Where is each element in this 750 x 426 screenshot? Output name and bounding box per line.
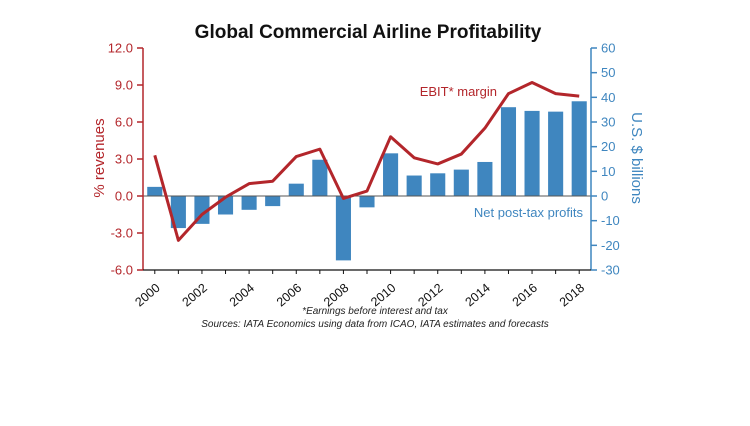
right-tick-label: 60 (601, 41, 615, 56)
bar-2014 (477, 161, 493, 196)
footnote: *Earnings before interest and tax (302, 306, 449, 317)
left-y-axis: 12.0 9.0 6.0 3.0 0.0 -3.0 -6.0 (108, 41, 144, 278)
left-tick-label: 12.0 (108, 41, 133, 56)
net-profits-annotation: Net post-tax profits (474, 205, 584, 220)
bar-2018 (571, 101, 587, 196)
source-note: Sources: IATA Economics using data from … (201, 319, 549, 330)
left-tick-label: 3.0 (115, 152, 133, 167)
bar-2010 (383, 153, 399, 196)
x-tick-label: 2000 (132, 281, 162, 310)
bar-2001 (170, 196, 186, 229)
x-tick-label: 2002 (180, 281, 210, 310)
bar-2004 (241, 196, 257, 210)
right-tick-label: 50 (601, 65, 615, 80)
left-axis-label: % revenues (91, 118, 108, 197)
chart-title: Global Commercial Airline Profitability (195, 22, 542, 43)
right-tick-label: -30 (601, 263, 620, 278)
right-tick-label: 10 (601, 164, 615, 179)
x-tick-label: 2004 (227, 281, 257, 310)
bar-2006 (288, 183, 304, 196)
right-tick-label: 30 (601, 115, 615, 130)
bar-2015 (500, 107, 517, 196)
left-tick-label: -3.0 (111, 226, 133, 241)
bar-2012 (430, 173, 446, 196)
left-tick-label: 6.0 (115, 115, 133, 130)
right-y-axis: 60 50 40 30 20 10 0 -10 -20 -30 (590, 41, 620, 278)
bar-2017 (548, 111, 564, 196)
right-tick-label: 0 (601, 189, 608, 204)
bar-2013 (453, 169, 469, 196)
bar-2008 (335, 196, 351, 261)
bar-series-net-profits (147, 101, 587, 261)
x-tick-label: 2018 (557, 281, 587, 310)
x-tick-label: 2006 (274, 281, 304, 310)
left-tick-label: -6.0 (111, 263, 133, 278)
right-tick-label: -20 (601, 238, 620, 253)
right-tick-label: -10 (601, 213, 620, 228)
bar-2005 (265, 196, 281, 207)
left-tick-label: 0.0 (115, 189, 133, 204)
bar-2000 (147, 186, 163, 196)
line-series-ebit-margin (153, 81, 580, 242)
x-axis: 2000 2002 2004 2006 2008 2010 2012 2014 2016 2018 (132, 269, 591, 310)
x-tick-label: 2014 (463, 281, 493, 310)
right-tick-label: 20 (601, 139, 615, 154)
bar-2007 (312, 159, 328, 196)
left-tick-label: 9.0 (115, 78, 133, 93)
right-axis-label: U.S. $ billions (628, 112, 645, 204)
bar-2011 (406, 175, 422, 196)
right-tick-label: 40 (601, 90, 615, 105)
ebit-margin-annotation: EBIT* margin (420, 84, 497, 99)
x-tick-label: 2016 (510, 281, 540, 310)
bar-2016 (524, 110, 540, 196)
bar-2009 (359, 196, 375, 208)
